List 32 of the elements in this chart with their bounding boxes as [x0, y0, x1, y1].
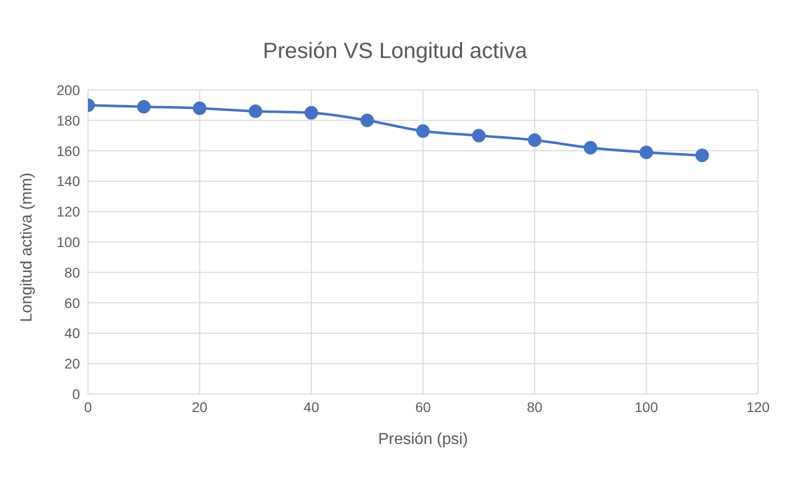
point: [695, 148, 709, 162]
x-tick-label: 120: [746, 398, 770, 415]
point: [360, 114, 374, 128]
x-tick-label: 60: [415, 398, 431, 415]
y-tick-label: 60: [64, 294, 80, 311]
point: [528, 133, 542, 147]
point: [248, 104, 262, 118]
y-tick-label: 140: [56, 173, 80, 190]
point: [137, 100, 151, 114]
x-tick-label: 20: [192, 398, 208, 415]
x-tick-label: 40: [304, 398, 320, 415]
y-tick-label: 160: [56, 142, 80, 159]
point: [192, 101, 206, 115]
y-axis-title: Longitud activa (mm): [18, 172, 36, 322]
y-tick-label: 100: [56, 234, 80, 250]
x-tick-label: 0: [84, 398, 92, 415]
y-tick-label: 180: [56, 112, 80, 128]
y-tick-label: 200: [56, 82, 80, 98]
y-tick-label: 120: [56, 204, 80, 220]
point: [584, 141, 598, 155]
chart-title: Presión VS Longitud activa: [262, 38, 528, 64]
point: [416, 124, 430, 138]
y-tick-label: 20: [64, 356, 80, 372]
y-tick-label: 0: [72, 386, 80, 402]
point: [640, 146, 654, 160]
x-tick-label: 80: [526, 398, 543, 415]
point: [472, 128, 486, 142]
x-axis-title: Presión (psi): [378, 431, 468, 448]
y-tick-label: 40: [64, 325, 80, 342]
y-tick-label: 80: [64, 264, 80, 280]
point: [304, 106, 318, 120]
x-tick-label: 100: [634, 398, 658, 415]
